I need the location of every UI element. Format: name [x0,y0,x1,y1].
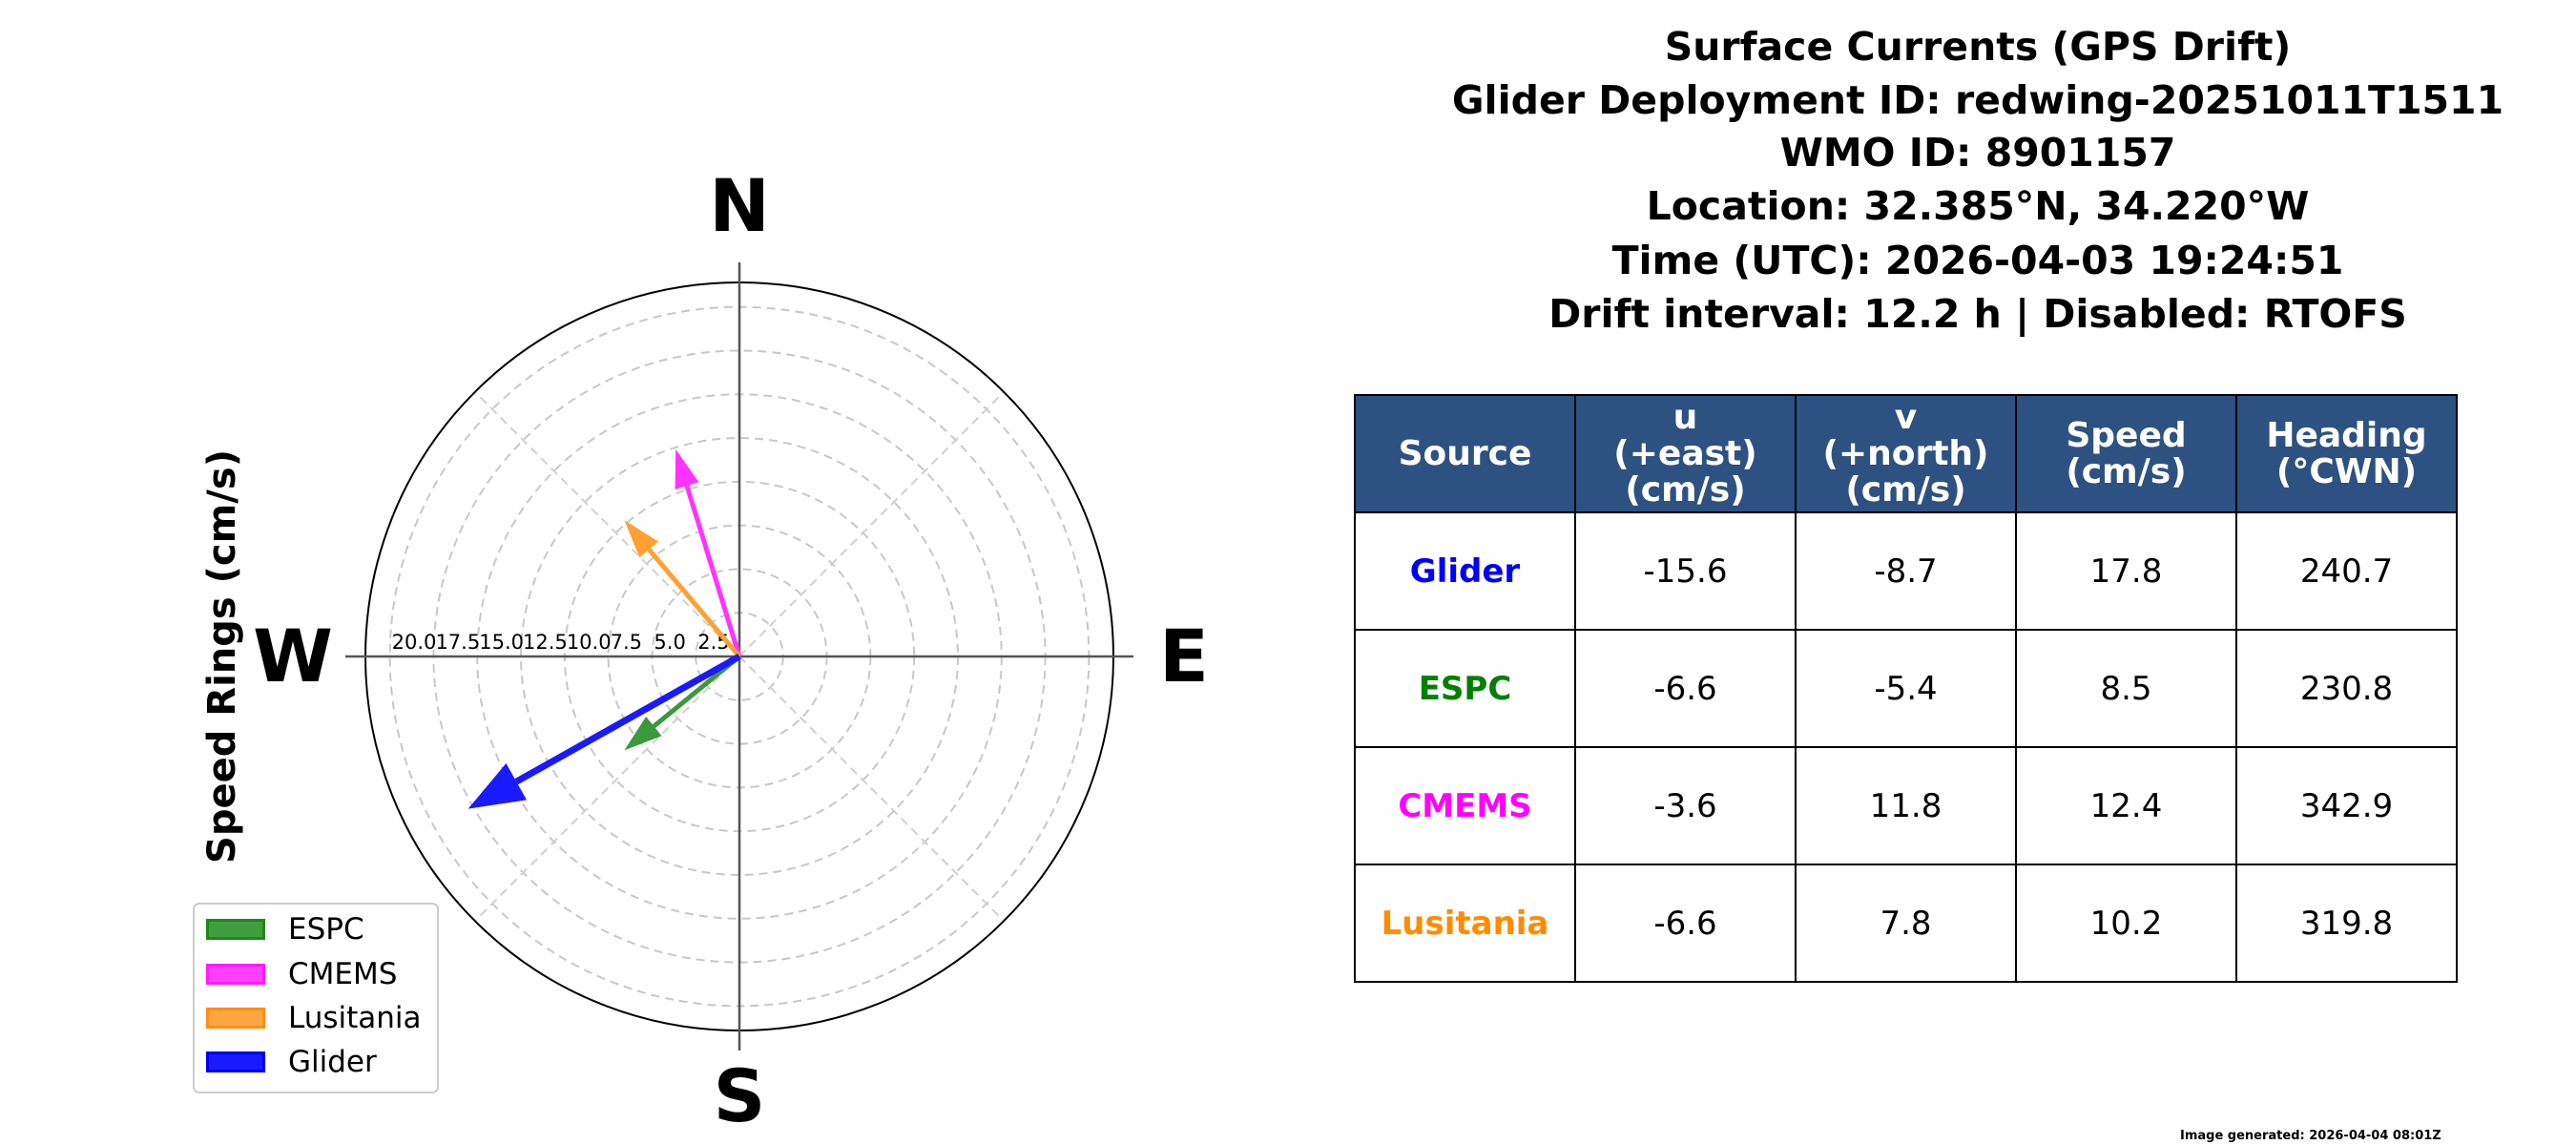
cell-heading: 240.7 [2235,511,2458,631]
legend-item-espc: ESPC [206,912,364,947]
arrow-cmems [675,448,742,657]
legend-label: Lusitania [288,1001,422,1035]
cell-u: -6.6 [1574,629,1797,748]
cell-v: -8.7 [1795,511,2017,631]
currents-table: Source u (+east) (cm/s) v (+north) (cm/s… [1354,394,2458,983]
legend-swatch [206,1051,265,1072]
arrow-head [624,717,662,751]
legend-item-lusitania: Lusitania [206,1001,422,1035]
legend-swatch [206,919,265,940]
legend: ESPC CMEMS Lusitania Glider [193,903,439,1093]
arrow-shaft [514,653,741,785]
cell-speed: 17.8 [2015,511,2237,631]
table-row: ESPC -6.6 -5.4 8.5 230.8 [1354,629,2458,748]
cell-speed: 10.2 [2015,864,2237,983]
legend-label: Glider [288,1045,377,1079]
cell-u: -6.6 [1574,864,1797,983]
cell-heading: 342.9 [2235,746,2458,865]
cell-u: -15.6 [1574,511,1797,631]
arrow-lusitania [624,520,741,658]
header-v: v (+north) (cm/s) [1795,394,2017,513]
table-row: Lusitania -6.6 7.8 10.2 319.8 [1354,864,2458,983]
ring-tick-label: 15.0 [479,631,524,654]
header-speed: Speed (cm/s) [2015,394,2237,513]
cell-source: Glider [1354,511,1576,631]
legend-label: CMEMS [288,957,398,991]
cell-source: ESPC [1354,629,1576,748]
cell-heading: 230.8 [2235,629,2458,748]
cell-v: -5.4 [1795,629,2017,748]
ring-tick-label: 5.0 [654,631,685,654]
title-line: Glider Deployment ID: redwing-20251011T1… [1451,77,2504,123]
cell-speed: 12.4 [2015,746,2237,865]
ring-tick-label: 7.5 [611,631,642,654]
cell-u: -3.6 [1574,746,1797,865]
arrow-espc [624,655,741,751]
arrow-head [467,762,528,809]
arrow-head [675,448,699,489]
radial-gridline [474,391,740,657]
current-arrows [467,448,742,809]
radial-gridline [738,391,1005,657]
compass-s: S [714,1053,766,1138]
arrow-shaft [684,485,742,657]
legend-item-glider: Glider [206,1045,377,1079]
radial-gridline [738,656,1005,922]
radial-gridline [474,656,740,922]
legend-swatch [206,1008,265,1029]
ring-tick-label: 10.0 [567,631,612,654]
title-line: Drift interval: 12.2 h | Disabled: RTOFS [1548,291,2407,337]
table-header-row: Source u (+east) (cm/s) v (+north) (cm/s… [1354,394,2458,513]
title-line: Location: 32.385°N, 34.220°W [1646,183,2310,229]
cell-source: CMEMS [1354,746,1576,865]
cell-v: 7.8 [1795,864,2017,983]
header-heading: Heading (°CWN) [2235,394,2458,513]
title-line: Surface Currents (GPS Drift) [1664,24,2292,70]
legend-item-cmems: CMEMS [206,957,398,991]
cell-heading: 319.8 [2235,864,2458,983]
ring-tick-label: 17.5 [435,631,480,654]
legend-label: ESPC [288,912,364,947]
compass-w: W [253,614,333,698]
table-row: CMEMS -3.6 11.8 12.4 342.9 [1354,746,2458,865]
title-line: WMO ID: 8901157 [1779,130,2176,176]
title-line: Time (UTC): 2026-04-03 19:24:51 [1611,238,2344,283]
image-generated-timestamp: Image generated: 2026-04-04 08:01Z [2180,1129,2441,1143]
ring-tick-label: 12.5 [523,631,568,654]
ring-tick-label: 20.0 [392,631,437,654]
y-axis-label: Speed Rings (cm/s) [200,449,244,864]
header-u: u (+east) (cm/s) [1574,394,1797,513]
cell-v: 11.8 [1795,746,2017,865]
arrow-shaft [647,548,741,658]
compass-e: E [1159,614,1209,698]
arrow-head [624,520,659,558]
header-source: Source [1354,394,1576,513]
arrow-glider [467,653,741,809]
cell-speed: 8.5 [2015,629,2237,748]
table-row: Glider -15.6 -8.7 17.8 240.7 [1354,511,2458,631]
cell-source: Lusitania [1354,864,1576,983]
compass-n: N [709,163,770,248]
legend-swatch [206,964,265,985]
